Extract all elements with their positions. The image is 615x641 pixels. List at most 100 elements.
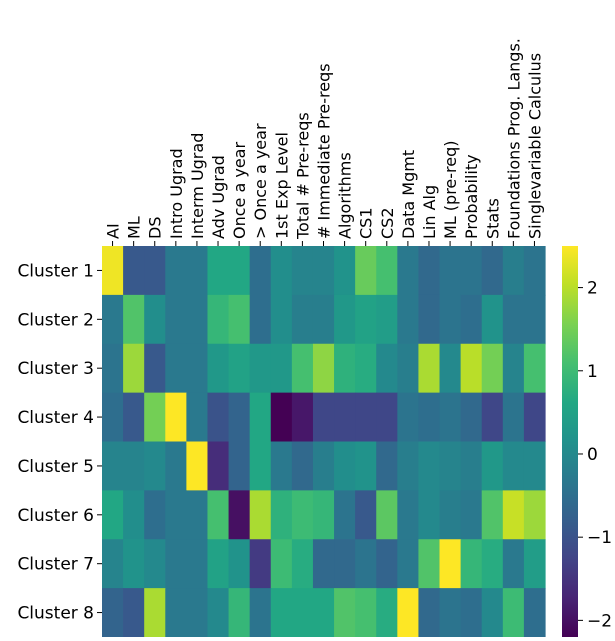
heatmap-cell	[186, 441, 209, 491]
heatmap-cell	[397, 441, 420, 491]
heatmap-cell	[144, 392, 166, 443]
heatmap-cell	[376, 588, 398, 638]
heatmap-cell	[355, 588, 377, 638]
column-label: CS1	[357, 207, 376, 239]
heatmap-cell	[355, 294, 377, 345]
heatmap-cell	[502, 246, 525, 296]
heatmap-cell	[481, 294, 504, 345]
heatmap-cell	[481, 588, 504, 638]
heatmap-cell	[291, 539, 314, 589]
heatmap-cell	[334, 441, 356, 491]
heatmap-cell	[376, 343, 398, 394]
row-label: Cluster 5	[17, 457, 94, 477]
heatmap-cell	[418, 392, 441, 443]
heatmap-cell	[439, 343, 462, 394]
heatmap-cell	[376, 392, 398, 443]
heatmap-cell	[144, 490, 166, 540]
heatmap-cell	[355, 343, 377, 394]
column-label: Adv Ugrad	[209, 155, 228, 239]
colorbar-tick-label: −2	[587, 611, 612, 631]
heatmap-cell	[523, 246, 546, 296]
heatmap-cell	[418, 490, 441, 540]
heatmap-cell	[439, 588, 462, 638]
heatmap-cell	[102, 343, 124, 394]
heatmap-cell	[523, 294, 546, 345]
heatmap-cell	[207, 294, 230, 345]
heatmap-cell	[270, 343, 293, 394]
heatmap-cell	[334, 490, 356, 540]
heatmap-cell	[312, 246, 335, 296]
heatmap-cell	[481, 490, 504, 540]
heatmap-cell	[460, 539, 483, 589]
heatmap-cell	[355, 539, 377, 589]
heatmap-cell	[418, 294, 441, 345]
heatmap-cell	[291, 246, 314, 296]
heatmap-cell	[439, 490, 462, 540]
heatmap-cell	[376, 490, 398, 540]
column-label: Data Mgmt	[399, 150, 418, 239]
heatmap-cell	[291, 392, 314, 443]
heatmap-cell	[123, 490, 145, 540]
column-label: Once a year	[230, 142, 249, 239]
column-label: ML	[125, 216, 144, 239]
heatmap-cell	[186, 392, 209, 443]
heatmap-cell	[334, 588, 356, 638]
heatmap-cell	[460, 343, 483, 394]
heatmap-cell	[502, 392, 525, 443]
heatmap-cell	[397, 490, 420, 540]
column-label: Interm Ugrad	[188, 133, 207, 239]
column-label: AI	[104, 223, 123, 239]
heatmap-cell	[102, 588, 124, 638]
heatmap-cell	[334, 343, 356, 394]
heatmap-cell	[144, 294, 166, 345]
heatmap-cells	[102, 246, 546, 638]
heatmap-cell	[165, 246, 187, 296]
heatmap-cell	[312, 490, 335, 540]
heatmap-cell	[186, 294, 209, 345]
heatmap-cell	[376, 246, 398, 296]
heatmap-cell	[249, 490, 272, 540]
heatmap-cell	[439, 441, 462, 491]
heatmap-cell	[355, 441, 377, 491]
column-label: Lin Alg	[420, 185, 439, 239]
heatmap-cell	[270, 490, 293, 540]
heatmap-cell	[186, 343, 209, 394]
heatmap-cell	[523, 441, 546, 491]
heatmap-cell	[102, 294, 124, 345]
heatmap-cell	[123, 343, 145, 394]
heatmap-cell	[186, 246, 209, 296]
colorbar-ticks: 2 1 0 −1 −2	[578, 279, 612, 631]
heatmap-cell	[270, 539, 293, 589]
heatmap-cell	[397, 294, 420, 345]
heatmap-cell	[144, 441, 166, 491]
heatmap-cell	[355, 490, 377, 540]
heatmap-cell	[312, 441, 335, 491]
row-label: Cluster 1	[17, 261, 94, 281]
heatmap-cell	[144, 343, 166, 394]
heatmap-cell	[502, 490, 525, 540]
heatmap-cell	[123, 539, 145, 589]
column-label: CS2	[378, 207, 397, 239]
column-label: ML (pre-req)	[441, 140, 460, 239]
row-label: Cluster 6	[17, 506, 94, 526]
heatmap-cell	[144, 539, 166, 589]
column-label: Stats	[483, 198, 502, 239]
heatmap-cell	[376, 441, 398, 491]
heatmap-cell	[123, 441, 145, 491]
heatmap-cell	[207, 246, 230, 296]
heatmap-cell	[270, 392, 293, 443]
heatmap-cell	[397, 588, 420, 638]
heatmap-cell	[102, 490, 124, 540]
heatmap-cell	[102, 392, 124, 443]
heatmap-cell	[291, 588, 314, 638]
heatmap-cell	[291, 441, 314, 491]
heatmap-cell	[249, 441, 272, 491]
heatmap-cell	[312, 539, 335, 589]
heatmap-cell	[376, 294, 398, 345]
heatmap-cell	[102, 246, 124, 296]
heatmap-cell	[228, 294, 251, 345]
heatmap-cell	[207, 539, 230, 589]
row-label: Cluster 2	[17, 310, 94, 330]
colorbar	[562, 246, 578, 637]
